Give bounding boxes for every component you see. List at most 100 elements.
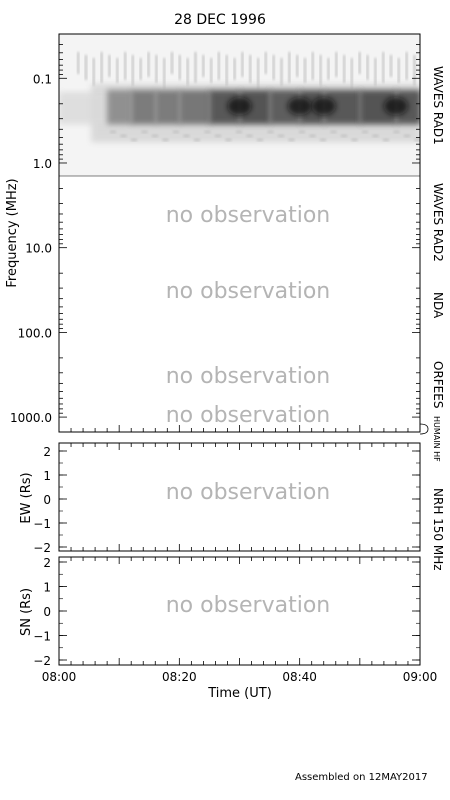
emission-streak xyxy=(389,55,393,77)
emission-speckle xyxy=(110,130,116,134)
emission-streak xyxy=(139,58,142,80)
emission-speckle xyxy=(141,130,148,134)
assembled-footer: Assembled on 12MAY2017 xyxy=(295,772,428,783)
emission-speckle xyxy=(414,138,420,142)
position-tick-label: 0 xyxy=(43,605,51,619)
emission-speckle xyxy=(225,138,232,142)
no-observation-humain: no observation xyxy=(166,403,331,428)
emission-speckle xyxy=(320,138,326,142)
emission-streak xyxy=(100,52,103,83)
ew-axis-label: EW (Rs) xyxy=(19,472,34,523)
frequency-tick-label: 100.0 xyxy=(18,326,52,340)
emission-speckle xyxy=(351,138,358,142)
frequency-tick-label: 0.1 xyxy=(33,72,52,86)
emission-streak xyxy=(202,55,205,77)
position-tick-label: −1 xyxy=(33,517,51,531)
emission-streak xyxy=(272,55,275,80)
emission-streak xyxy=(311,52,314,80)
position-tick-label: −1 xyxy=(33,630,51,644)
frequency-tick-label: 1.0 xyxy=(33,157,52,171)
position-tick-label: −2 xyxy=(33,654,51,668)
emission-layer xyxy=(59,52,420,143)
emission-streak xyxy=(397,58,400,83)
position-tick-label: 1 xyxy=(43,469,51,483)
no-observation-sn: no observation xyxy=(166,593,331,618)
no-observation-nda: no observation xyxy=(166,279,331,304)
time-tick-labels: 08:00 08:20 08:40 09:00 xyxy=(42,670,438,684)
emission-speckle xyxy=(393,130,400,134)
frequency-tick-label: 1000.0 xyxy=(10,411,52,425)
emission-streak xyxy=(233,58,236,80)
emission-speckle xyxy=(194,138,200,142)
time-tick-label: 08:20 xyxy=(162,670,197,684)
position-tick-label: 1 xyxy=(43,581,51,595)
emission-streak xyxy=(123,52,127,80)
chart-title: 28 DEC 1996 xyxy=(174,12,266,28)
no-observation-orfees: no observation xyxy=(166,364,331,389)
label-humain-hf: HUMAIN HF xyxy=(432,416,441,462)
label-orfees: ORFEES xyxy=(431,361,445,408)
emission-segment xyxy=(107,89,133,125)
emission-segment xyxy=(179,89,211,125)
emission-streak xyxy=(108,55,111,77)
emission-speckle xyxy=(267,130,274,134)
emission-speckle xyxy=(257,138,263,142)
emission-speckle xyxy=(131,138,137,142)
emission-streak xyxy=(335,52,338,77)
emission-streak xyxy=(280,58,283,86)
emission-streak xyxy=(303,58,307,83)
emission-streak xyxy=(147,52,150,77)
emission-streak xyxy=(374,58,377,86)
emission-speckle xyxy=(152,134,158,138)
emission-segment xyxy=(131,89,157,125)
emission-speckle xyxy=(309,134,316,138)
time-ticks xyxy=(58,425,421,665)
emission-streak xyxy=(77,52,80,74)
frequency-axis-label: Frequency (MHz) xyxy=(5,178,20,287)
emission-streak xyxy=(178,55,181,80)
emission-streak xyxy=(116,58,119,83)
emission-streak xyxy=(264,52,267,74)
emission-streak xyxy=(342,55,346,83)
frequency-tick-labels: 0.1 1.0 10.0 100.0 1000.0 xyxy=(10,72,52,425)
position-tick-label: −2 xyxy=(33,541,51,555)
time-tick-label: 09:00 xyxy=(403,670,438,684)
emission-streak xyxy=(319,55,322,86)
emission-streak xyxy=(358,52,361,74)
no-observation-rad2: no observation xyxy=(166,203,331,228)
emission-speckle xyxy=(162,138,169,142)
emission-streak xyxy=(84,55,88,80)
frequency-tick-label: 10.0 xyxy=(25,242,52,256)
emission-streak xyxy=(405,52,408,80)
emission-streak xyxy=(350,58,354,89)
emission-speckle xyxy=(278,134,284,138)
emission-streak xyxy=(327,58,330,80)
emission-streak xyxy=(413,55,416,86)
emission-speckle xyxy=(372,134,379,138)
time-axis-label: Time (UT) xyxy=(207,686,272,701)
label-waves-rad2: WAVES RAD2 xyxy=(431,183,445,262)
ew-tick-labels: 2 1 0 −1 −2 xyxy=(33,445,51,555)
emission-streak xyxy=(296,55,299,77)
emission-streak xyxy=(225,55,228,86)
emission-streak xyxy=(210,58,213,83)
emission-streak xyxy=(217,52,221,80)
emission-speckle xyxy=(183,134,190,138)
emission-speckle xyxy=(120,134,127,138)
sn-ticks xyxy=(59,561,420,661)
time-tick-label: 08:00 xyxy=(42,670,77,684)
sn-tick-labels: 2 1 0 −1 −2 xyxy=(33,556,51,668)
emission-speckle xyxy=(215,134,221,138)
emission-core xyxy=(227,97,252,116)
label-waves-rad1: WAVES RAD1 xyxy=(431,66,445,145)
emission-streak xyxy=(366,55,369,80)
emission-streak xyxy=(170,52,174,74)
emission-speckle xyxy=(341,134,347,138)
emission-segment xyxy=(155,89,181,125)
emission-streak xyxy=(194,52,197,83)
emission-streak xyxy=(241,52,244,77)
emission-speckle xyxy=(404,134,410,138)
emission-streak xyxy=(155,55,158,83)
emission-streak xyxy=(163,58,166,89)
rad1-spectrum xyxy=(59,34,420,176)
